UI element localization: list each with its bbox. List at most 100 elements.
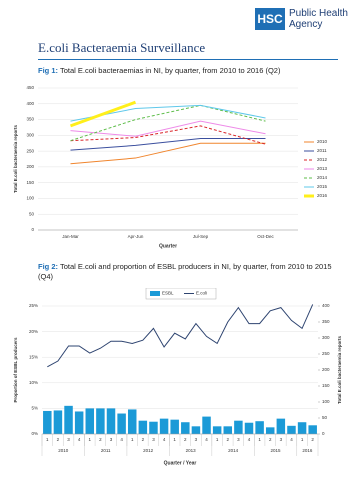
series-line bbox=[69, 100, 137, 128]
figure-caption: Fig 2: Total E.coli and proportion of ES… bbox=[38, 262, 338, 282]
year-label: 2013 bbox=[186, 448, 197, 453]
year-label: 2015 bbox=[271, 448, 282, 453]
y-tick-label: 150 bbox=[26, 180, 34, 185]
year-label: 2012 bbox=[143, 448, 154, 453]
bar bbox=[170, 419, 179, 434]
legend-label: 2016 bbox=[317, 193, 328, 198]
y-tick-label: 250 bbox=[26, 148, 34, 153]
series-line bbox=[47, 304, 314, 368]
x-axis-label: Quarter bbox=[159, 243, 177, 249]
series-line bbox=[70, 142, 266, 165]
doc-title: E.coli Bacteraemia Surveillance bbox=[38, 40, 338, 60]
x-tick-label: 1 bbox=[258, 437, 261, 442]
logo: HSC bbox=[255, 8, 285, 30]
x-tick-label: 3 bbox=[237, 437, 240, 442]
x-tick-label: 1 bbox=[301, 437, 304, 442]
y2-tick-label: 350 bbox=[322, 319, 330, 324]
x-tick-label: Apr-Jun bbox=[128, 234, 144, 239]
fig-label: Fig 2: bbox=[38, 262, 58, 271]
bar bbox=[53, 410, 63, 434]
bar bbox=[43, 410, 52, 434]
y-tick-label: 0% bbox=[31, 431, 38, 436]
x-tick-label: 4 bbox=[248, 437, 251, 442]
y-axis-label: Total E.coli bacteraemia reports bbox=[13, 125, 18, 193]
y-tick-label: 400 bbox=[26, 101, 34, 106]
bar bbox=[96, 408, 105, 434]
y2-tick-label: 100 bbox=[322, 399, 330, 404]
bar bbox=[276, 418, 286, 434]
legend-label: E.coli bbox=[196, 291, 207, 296]
x-tick-label: Oct-Dec bbox=[257, 234, 274, 239]
x-tick-label: 2 bbox=[311, 437, 314, 442]
bar bbox=[74, 411, 84, 434]
series-line bbox=[70, 104, 266, 142]
x-tick-label: 1 bbox=[89, 437, 92, 442]
x-tick-label: 3 bbox=[152, 437, 155, 442]
year-label: 2014 bbox=[228, 448, 239, 453]
bar bbox=[202, 416, 211, 434]
org-line: Public Health bbox=[289, 8, 348, 19]
y-tick-label: 350 bbox=[26, 117, 34, 122]
bar bbox=[234, 420, 243, 434]
x-tick-label: 2 bbox=[99, 437, 102, 442]
x-tick-label: 3 bbox=[280, 437, 283, 442]
y-tick-label: 300 bbox=[26, 133, 34, 138]
bar bbox=[64, 405, 73, 434]
x-tick-label: 4 bbox=[290, 437, 293, 442]
bar bbox=[106, 408, 116, 434]
x-tick-label: 4 bbox=[120, 437, 123, 442]
series-line bbox=[70, 104, 266, 122]
x-tick-label: 3 bbox=[67, 437, 70, 442]
bar bbox=[297, 422, 307, 434]
x-tick-label: 4 bbox=[205, 437, 208, 442]
chart-1: 0 50 100 150 200 250 300 350 400 450 Jan-Mar Apr-Ju… bbox=[13, 85, 328, 249]
y2-axis-label: Total E.coli bacteraemia reports bbox=[337, 336, 342, 404]
x-tick-label: 4 bbox=[163, 437, 166, 442]
y-tick-label: 20% bbox=[29, 329, 38, 334]
x-axis-label: Quarter / Year bbox=[164, 460, 197, 466]
series-line bbox=[70, 120, 266, 137]
y-tick-label: 50 bbox=[29, 211, 35, 216]
x-tick-label: 2 bbox=[57, 437, 60, 442]
x-tick-label: 1 bbox=[173, 437, 176, 442]
legend-label: 2015 bbox=[317, 184, 328, 189]
y-tick-label: 10% bbox=[29, 380, 38, 385]
bar bbox=[308, 425, 317, 434]
legend-label: 2010 bbox=[317, 139, 328, 144]
fig-label: Fig 1: bbox=[38, 66, 58, 75]
year-label: 2011 bbox=[101, 448, 111, 453]
y2-tick-label: 200 bbox=[322, 367, 330, 372]
org-line: Agency bbox=[289, 19, 323, 30]
series-line bbox=[70, 137, 266, 151]
y-tick-label: 450 bbox=[26, 85, 34, 90]
fig-title: Total E.coli and proportion of ESBL prod… bbox=[38, 262, 332, 281]
x-tick-label: 1 bbox=[131, 437, 134, 442]
y-axis-label: Proportion of ESBL producers bbox=[13, 337, 18, 402]
bar bbox=[181, 422, 190, 434]
bar bbox=[127, 409, 137, 434]
x-tick-label: 1 bbox=[216, 437, 219, 442]
bar bbox=[159, 418, 169, 434]
y-tick-label: 200 bbox=[26, 164, 34, 169]
legend-swatch bbox=[150, 291, 160, 296]
x-tick-label: Jul-Sep bbox=[193, 234, 209, 239]
series-line bbox=[70, 125, 266, 145]
x-tick-label: 3 bbox=[195, 437, 198, 442]
y-tick-label: 100 bbox=[26, 196, 34, 201]
y2-tick-label: 150 bbox=[322, 383, 330, 388]
bar bbox=[223, 426, 233, 434]
y2-tick-label: 400 bbox=[322, 303, 330, 308]
y2-tick-label: 250 bbox=[322, 351, 330, 356]
x-tick-label: 2 bbox=[269, 437, 272, 442]
x-tick-label: 2 bbox=[227, 437, 230, 442]
bar bbox=[149, 421, 158, 434]
y-tick-label: 5% bbox=[31, 406, 38, 411]
bar bbox=[117, 413, 126, 434]
bar bbox=[212, 426, 222, 434]
org-name: Public Health Agency bbox=[289, 8, 348, 30]
bar bbox=[265, 427, 275, 434]
bar bbox=[191, 426, 201, 434]
legend-label: ESBL bbox=[162, 291, 174, 296]
y2-tick-label: 300 bbox=[322, 335, 330, 340]
